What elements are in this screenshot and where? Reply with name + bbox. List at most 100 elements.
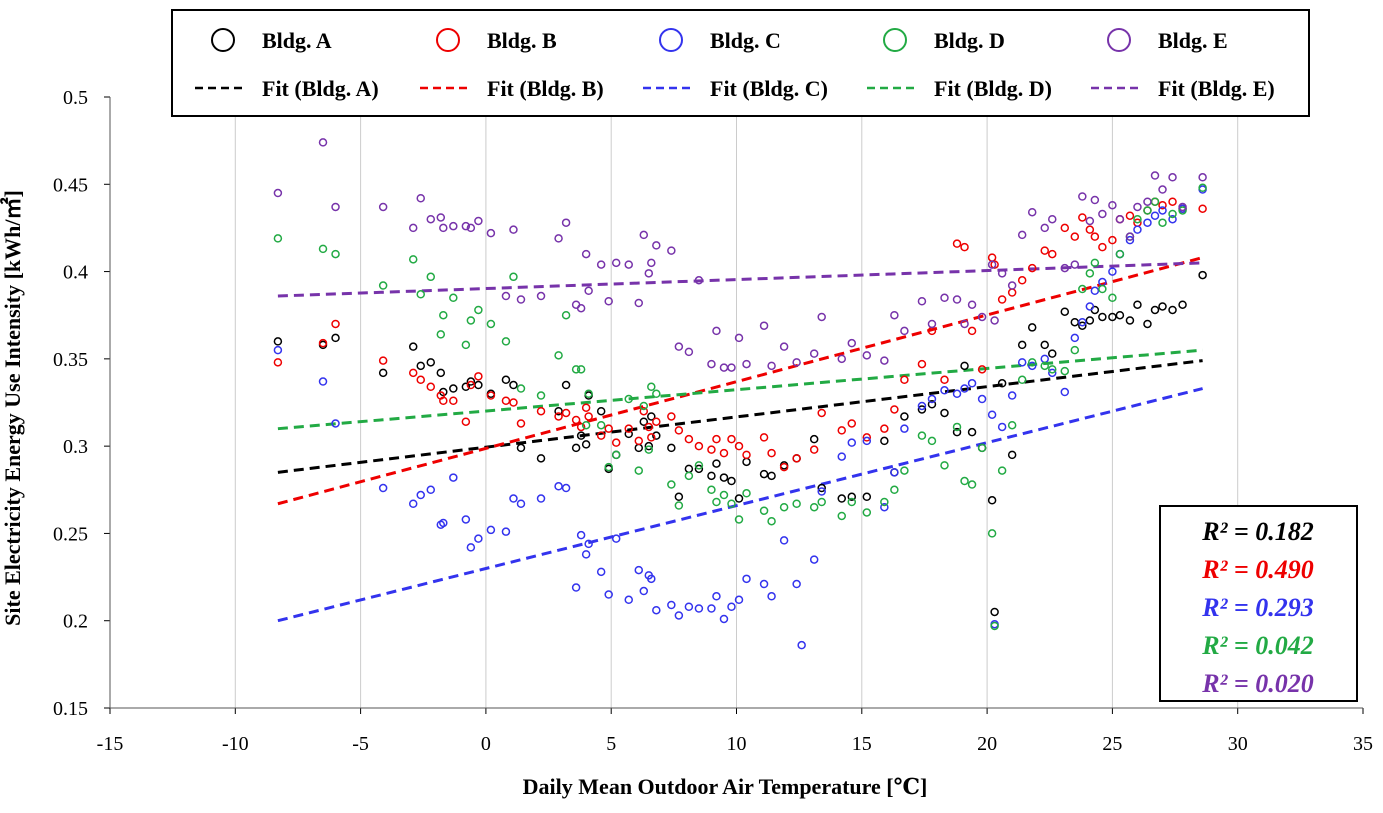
data-point <box>694 276 704 285</box>
data-points <box>273 138 1207 650</box>
data-point <box>501 396 511 406</box>
data-point <box>1098 312 1107 322</box>
data-point <box>759 506 769 515</box>
data-point <box>952 295 962 304</box>
data-point <box>674 426 684 435</box>
data-point <box>644 422 654 432</box>
data-point <box>1178 202 1187 212</box>
data-point <box>952 422 962 432</box>
x-tick-label: 20 <box>977 733 997 755</box>
data-point <box>509 398 518 407</box>
data-point <box>644 445 654 454</box>
data-point <box>652 605 661 615</box>
data-point <box>1048 365 1057 374</box>
data-point <box>837 354 847 364</box>
data-point <box>331 333 340 343</box>
data-point <box>554 351 563 360</box>
data-point <box>837 494 847 503</box>
data-point <box>652 431 661 440</box>
data-point <box>1098 242 1107 252</box>
data-point <box>667 600 676 610</box>
data-point <box>767 592 776 601</box>
data-point <box>1060 263 1070 273</box>
data-point <box>571 365 581 374</box>
data-point <box>634 443 644 453</box>
x-axis-title: Daily Mean Outdoor Air Temperature [℃] <box>523 774 928 799</box>
data-point <box>449 473 458 482</box>
data-point <box>461 382 471 392</box>
data-point <box>474 372 483 381</box>
data-point <box>486 391 496 400</box>
data-point <box>667 246 676 255</box>
data-point <box>684 347 694 357</box>
data-point <box>644 269 654 278</box>
data-point <box>817 312 826 322</box>
data-point <box>624 429 633 439</box>
data-point <box>561 380 571 390</box>
data-point <box>880 497 889 507</box>
data-point <box>1168 305 1177 315</box>
data-point <box>997 295 1007 304</box>
r2-label: R² = 0.042 <box>1201 631 1313 660</box>
data-point <box>1158 218 1167 227</box>
data-point <box>466 380 476 390</box>
data-point <box>1115 214 1125 224</box>
data-point <box>644 441 654 451</box>
data-point <box>576 530 586 540</box>
data-point <box>378 202 388 212</box>
data-point <box>797 640 806 650</box>
data-point <box>940 408 949 418</box>
data-point <box>1070 317 1080 327</box>
data-point <box>1115 310 1125 320</box>
data-point <box>501 337 511 346</box>
data-point <box>1178 206 1187 215</box>
data-point <box>318 338 328 348</box>
data-point <box>561 218 571 227</box>
data-point <box>439 396 448 406</box>
data-point <box>571 583 581 592</box>
data-point <box>940 375 949 385</box>
data-point <box>727 363 736 372</box>
data-point <box>331 249 340 259</box>
data-point <box>759 433 769 442</box>
data-point <box>436 368 446 378</box>
data-point <box>684 602 694 611</box>
data-point <box>436 213 446 222</box>
data-point <box>1007 288 1017 297</box>
data-point <box>1198 270 1207 280</box>
data-point <box>624 394 633 404</box>
data-point <box>571 443 581 453</box>
data-point <box>584 389 593 399</box>
data-point <box>639 417 649 426</box>
data-point <box>990 607 999 617</box>
data-point <box>707 604 716 613</box>
data-point <box>1078 284 1087 294</box>
data-point <box>890 310 899 320</box>
data-point <box>378 356 388 365</box>
data-point <box>927 394 937 404</box>
data-point <box>604 296 613 306</box>
data-point <box>674 492 684 502</box>
data-point <box>581 403 591 412</box>
r2-label: R² = 0.020 <box>1201 669 1313 698</box>
data-point <box>727 602 736 611</box>
data-point <box>707 471 716 481</box>
data-point <box>1090 232 1100 241</box>
data-point <box>466 316 476 325</box>
data-point <box>439 310 448 320</box>
r2-box-frame <box>1159 505 1358 702</box>
data-point <box>694 464 704 474</box>
data-point <box>416 194 425 203</box>
data-point <box>554 482 563 491</box>
data-point <box>1027 263 1037 273</box>
data-point <box>416 290 425 299</box>
legend-label: Bldg. D <box>934 28 1005 53</box>
legend-marker <box>659 28 683 52</box>
data-point <box>817 408 826 418</box>
data-point <box>977 365 987 374</box>
data-point <box>997 379 1007 388</box>
data-point <box>1198 183 1207 193</box>
x-tick-label: 30 <box>1228 733 1248 755</box>
data-point <box>647 258 656 268</box>
data-point <box>1108 267 1117 276</box>
